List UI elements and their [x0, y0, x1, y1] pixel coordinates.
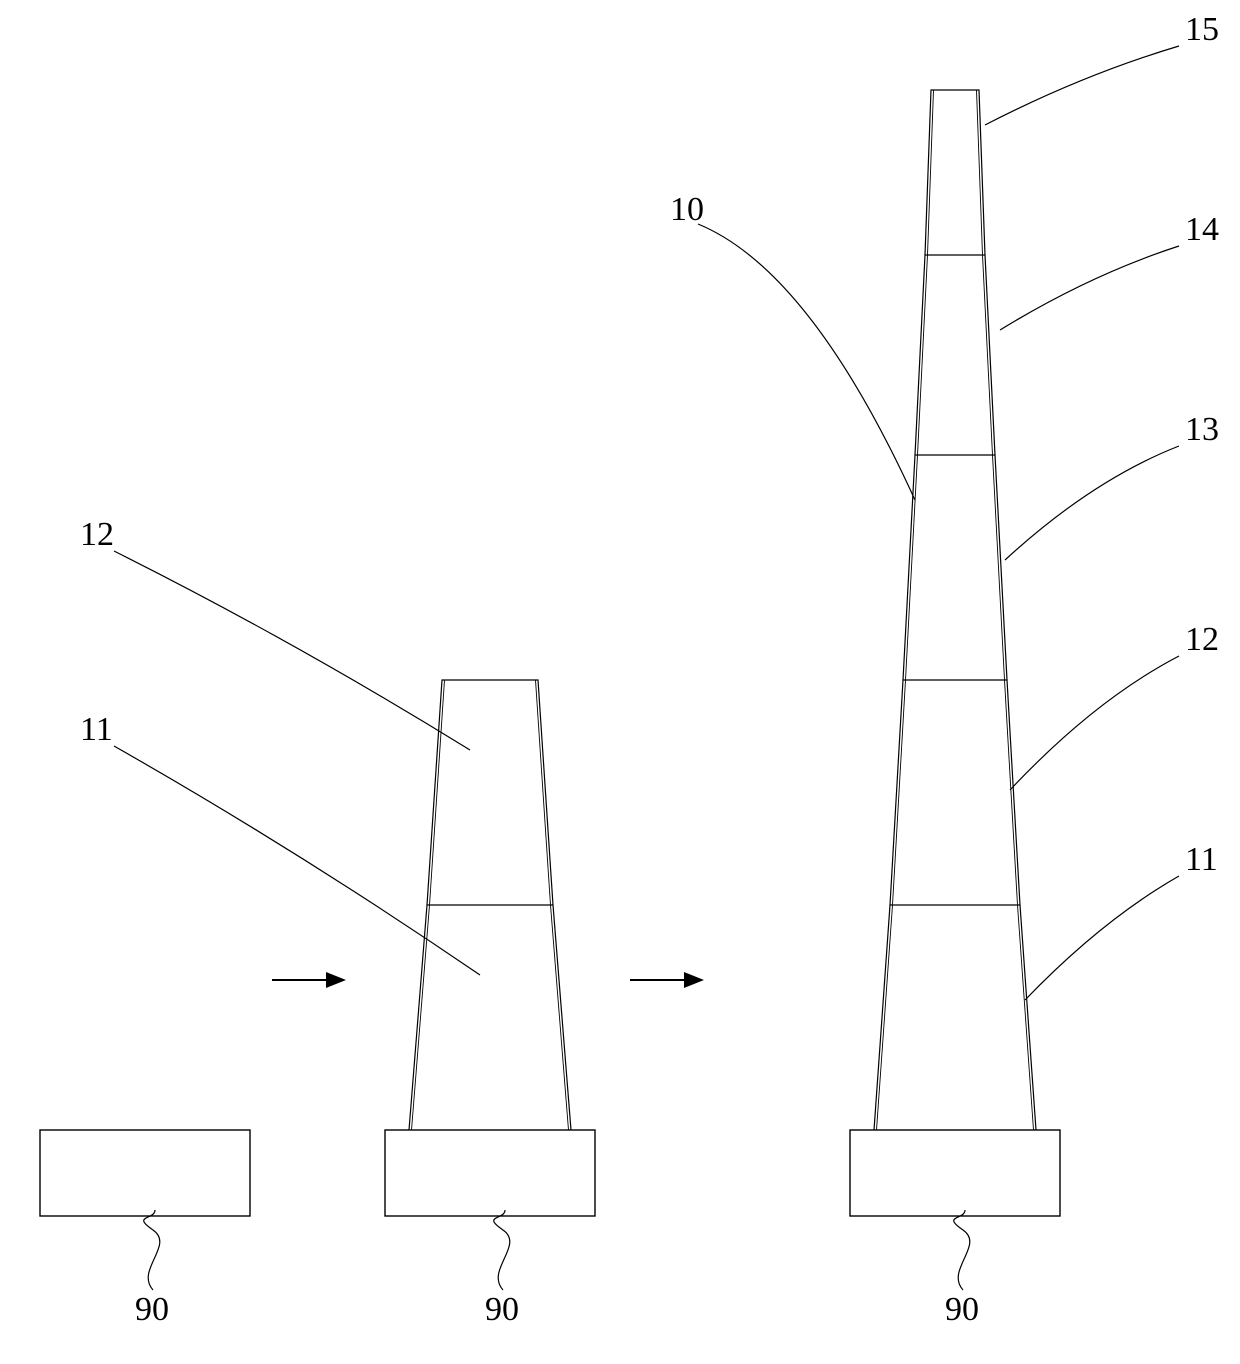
- label-11: 11: [1185, 841, 1218, 878]
- label-12: 12: [80, 516, 114, 553]
- label-10: 10: [670, 191, 704, 228]
- tower-segment-15: [925, 90, 985, 255]
- leader-14: [1000, 246, 1179, 330]
- tower-segment-12: [427, 680, 553, 905]
- label-90: 90: [135, 1291, 169, 1328]
- tower-segment-11: [874, 905, 1036, 1130]
- label-14: 14: [1185, 211, 1219, 248]
- base-block: [40, 1130, 250, 1216]
- label-11: 11: [80, 711, 113, 748]
- leader-15: [985, 46, 1179, 125]
- label-13: 13: [1185, 411, 1219, 448]
- leader-90: [954, 1210, 970, 1290]
- tower-segment-14: [915, 255, 995, 455]
- label-12: 12: [1185, 621, 1219, 658]
- leader-90: [494, 1210, 510, 1290]
- label-90: 90: [945, 1291, 979, 1328]
- base-block: [385, 1130, 595, 1216]
- leader-10: [698, 224, 915, 500]
- tower-segment-13: [903, 455, 1007, 680]
- leader-11: [114, 746, 480, 975]
- leader-90: [144, 1210, 160, 1290]
- label-15: 15: [1185, 11, 1219, 48]
- tower-segment-12: [890, 680, 1020, 905]
- leader-12: [114, 551, 470, 750]
- base-block: [850, 1130, 1060, 1216]
- leader-13: [1005, 446, 1179, 560]
- tower-segment-11: [409, 905, 571, 1130]
- leader-12: [1010, 656, 1179, 790]
- leader-11: [1025, 876, 1179, 1000]
- label-90: 90: [485, 1291, 519, 1328]
